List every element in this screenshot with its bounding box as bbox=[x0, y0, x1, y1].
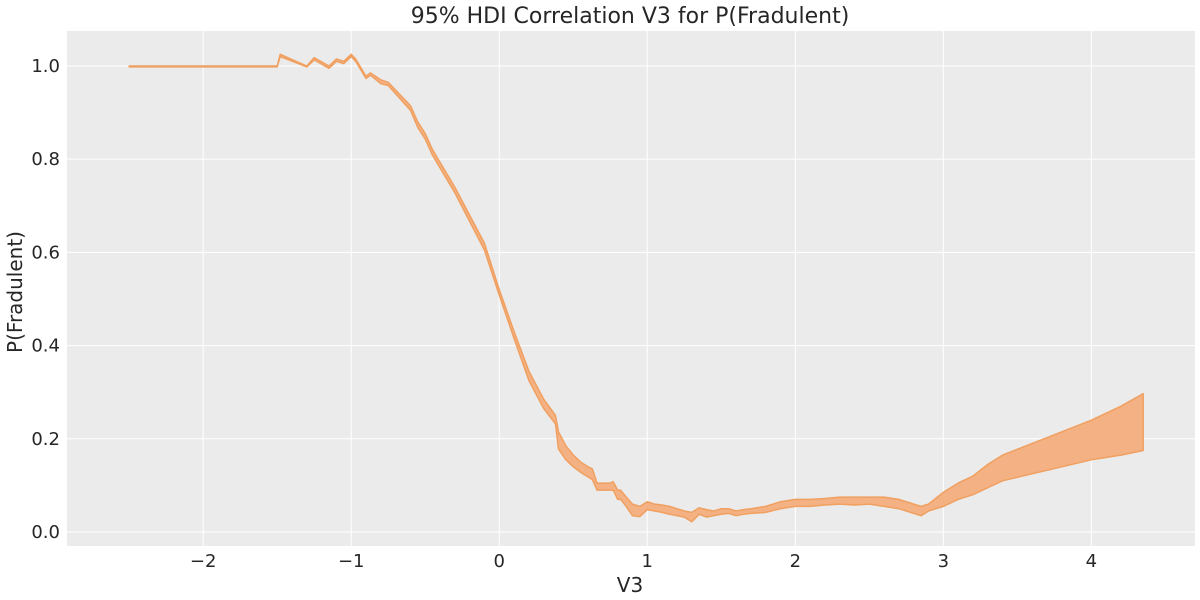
y-tick-label: 0.2 bbox=[31, 429, 60, 450]
y-tick-label: 1.0 bbox=[31, 56, 60, 77]
x-tick-label: −2 bbox=[190, 551, 217, 572]
x-tick-label: 3 bbox=[938, 551, 949, 572]
x-tick-label: 0 bbox=[494, 551, 505, 572]
x-tick-labels: −2 −1 0 1 2 3 4 bbox=[190, 551, 1097, 572]
x-tick-label: −1 bbox=[338, 551, 365, 572]
y-tick-labels: 0.0 0.2 0.4 0.6 0.8 1.0 bbox=[31, 56, 60, 543]
x-tick-label: 1 bbox=[642, 551, 653, 572]
x-tick-label: 4 bbox=[1086, 551, 1097, 572]
hdi-band bbox=[128, 53, 1144, 523]
y-tick-label: 0.0 bbox=[31, 522, 60, 543]
chart-title: 95% HDI Correlation V3 for P(Fradulent) bbox=[411, 4, 850, 29]
y-axis-label: P(Fradulent) bbox=[3, 231, 27, 353]
x-tick-label: 2 bbox=[790, 551, 801, 572]
y-tick-label: 0.6 bbox=[31, 242, 60, 263]
y-tick-label: 0.8 bbox=[31, 149, 60, 170]
y-tick-label: 0.4 bbox=[31, 336, 60, 357]
x-axis-label: V3 bbox=[617, 573, 643, 597]
